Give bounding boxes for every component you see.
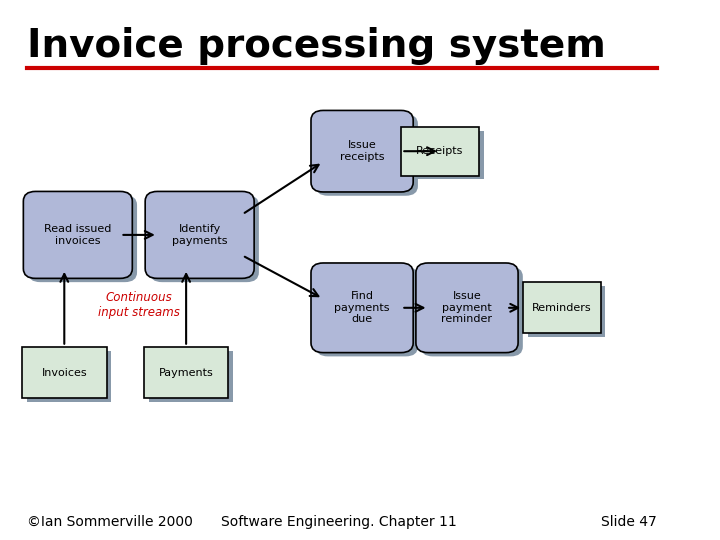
FancyBboxPatch shape [401,127,479,176]
FancyBboxPatch shape [148,351,233,402]
FancyBboxPatch shape [311,111,413,192]
Text: Slide 47: Slide 47 [600,515,657,529]
FancyBboxPatch shape [23,192,132,279]
FancyBboxPatch shape [528,286,606,337]
FancyBboxPatch shape [22,347,107,399]
FancyBboxPatch shape [27,351,112,402]
Text: ©Ian Sommerville 2000: ©Ian Sommerville 2000 [27,515,193,529]
Text: Issue
payment
reminder: Issue payment reminder [441,291,492,325]
FancyBboxPatch shape [316,267,418,356]
FancyBboxPatch shape [523,282,600,333]
Text: Find
payments
due: Find payments due [334,291,390,325]
FancyBboxPatch shape [311,263,413,353]
FancyBboxPatch shape [145,192,254,279]
Text: Software Engineering. Chapter 11: Software Engineering. Chapter 11 [220,515,456,529]
FancyBboxPatch shape [416,263,518,353]
FancyBboxPatch shape [150,195,259,282]
FancyBboxPatch shape [28,195,137,282]
FancyBboxPatch shape [406,131,484,179]
FancyBboxPatch shape [420,267,523,356]
Text: Invoices: Invoices [42,368,87,377]
Text: Read issued
invoices: Read issued invoices [44,224,112,246]
Text: Issue
receipts: Issue receipts [340,140,384,162]
Text: Reminders: Reminders [532,303,592,313]
Text: Identify
payments: Identify payments [172,224,228,246]
Text: Receipts: Receipts [416,146,464,156]
FancyBboxPatch shape [316,114,418,195]
FancyBboxPatch shape [144,347,228,399]
Text: Continuous
input streams: Continuous input streams [98,291,180,319]
Text: Invoice processing system: Invoice processing system [27,27,606,65]
Text: Payments: Payments [158,368,214,377]
